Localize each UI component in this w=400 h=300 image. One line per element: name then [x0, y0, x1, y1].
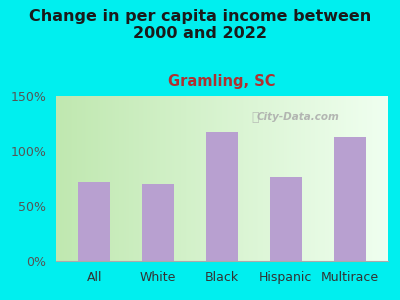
Text: City-Data.com: City-Data.com — [257, 112, 340, 122]
Bar — [270, 177, 302, 261]
Bar — [206, 132, 238, 261]
Bar — [142, 184, 174, 261]
Text: Change in per capita income between
2000 and 2022: Change in per capita income between 2000… — [29, 9, 371, 41]
Text: ⓘ: ⓘ — [252, 111, 259, 124]
Bar — [78, 182, 110, 261]
Bar — [334, 137, 366, 261]
Text: Gramling, SC: Gramling, SC — [168, 74, 276, 89]
